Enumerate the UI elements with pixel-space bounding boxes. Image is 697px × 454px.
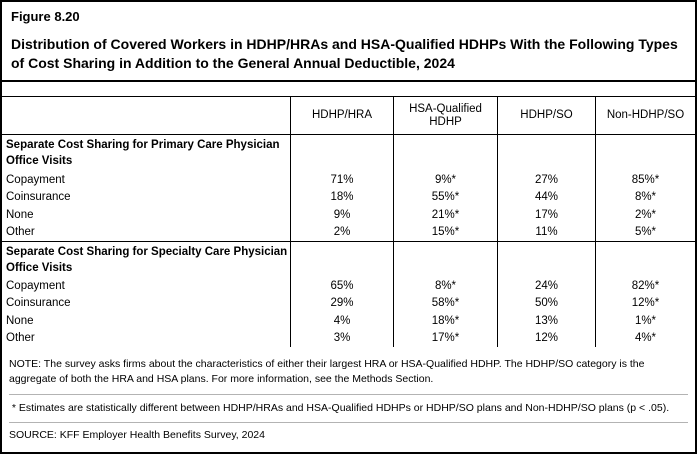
title-block: Figure 8.20 Distribution of Covered Work… (2, 2, 695, 82)
cell-value: 9%* (393, 171, 497, 189)
section-header-spacer (290, 135, 393, 171)
section-header-spacer (290, 241, 393, 277)
cell-value: 65% (290, 277, 393, 295)
section-header-spacer (497, 135, 595, 171)
cell-value: 17%* (393, 329, 497, 347)
cell-value: 85%* (595, 171, 695, 189)
section-header-spacer (393, 135, 497, 171)
cell-value: 8%* (595, 188, 695, 206)
section-header-spacer (393, 241, 497, 277)
cell-value: 18%* (393, 312, 497, 330)
footnote-asterisk-text: * Estimates are statistically different … (9, 395, 688, 423)
cell-value: 29% (290, 294, 393, 312)
column-header-non-hdhp-so: Non-HDHP/SO (595, 97, 695, 135)
cell-value: 3% (290, 329, 393, 347)
cell-value: 2%* (595, 206, 695, 224)
row-label: Other (6, 332, 35, 345)
row-label: Copayment (6, 279, 65, 292)
notes-block: NOTE: The survey asks firms about the ch… (2, 347, 695, 443)
cell-value: 44% (497, 188, 595, 206)
cell-value: 1%* (595, 312, 695, 330)
cell-value: 58%* (393, 294, 497, 312)
column-header-hdhp-hra: HDHP/HRA (290, 97, 393, 135)
cell-value: 12%* (595, 294, 695, 312)
column-header-blank (2, 97, 290, 135)
section-header-spacer (497, 241, 595, 277)
cost-sharing-table: HDHP/HRA HSA-Qualified HDHP HDHP/SO Non-… (2, 96, 695, 347)
row-label: Other (6, 226, 35, 239)
row-label: Coinsurance (6, 297, 71, 310)
cell-value: 5%* (595, 223, 695, 241)
cell-value: 21%* (393, 206, 497, 224)
row-label: Coinsurance (6, 191, 71, 204)
cell-value: 24% (497, 277, 595, 295)
cell-value: 13% (497, 312, 595, 330)
note-text: NOTE: The survey asks firms about the ch… (9, 357, 688, 395)
cell-value: 15%* (393, 223, 497, 241)
cell-value: 9% (290, 206, 393, 224)
figure-title: Distribution of Covered Workers in HDHP/… (11, 36, 678, 71)
figure-label: Figure 8.20 (11, 9, 80, 24)
cell-value: 2% (290, 223, 393, 241)
cell-value: 17% (497, 206, 595, 224)
section-header-spacer (595, 241, 695, 277)
cell-value: 82%* (595, 277, 695, 295)
row-label: None (6, 208, 34, 221)
cell-value: 4%* (595, 329, 695, 347)
cell-value: 11% (497, 223, 595, 241)
row-label: None (6, 314, 34, 327)
column-header-hdhp-so: HDHP/SO (497, 97, 595, 135)
source-text: SOURCE: KFF Employer Health Benefits Sur… (9, 429, 265, 441)
cell-value: 18% (290, 188, 393, 206)
cell-value: 27% (497, 171, 595, 189)
cell-value: 8%* (393, 277, 497, 295)
row-label: Copayment (6, 173, 65, 186)
cell-value: 55%* (393, 188, 497, 206)
column-header-hsa-qualified-hdhp: HSA-Qualified HDHP (393, 97, 497, 135)
section-header-primary-care: Separate Cost Sharing for Primary Care P… (6, 139, 280, 167)
cell-value: 4% (290, 312, 393, 330)
cell-value: 50% (497, 294, 595, 312)
cell-value: 71% (290, 171, 393, 189)
section-header-specialty-care: Separate Cost Sharing for Specialty Care… (2, 241, 290, 277)
section-header-spacer (595, 135, 695, 171)
cell-value: 12% (497, 329, 595, 347)
